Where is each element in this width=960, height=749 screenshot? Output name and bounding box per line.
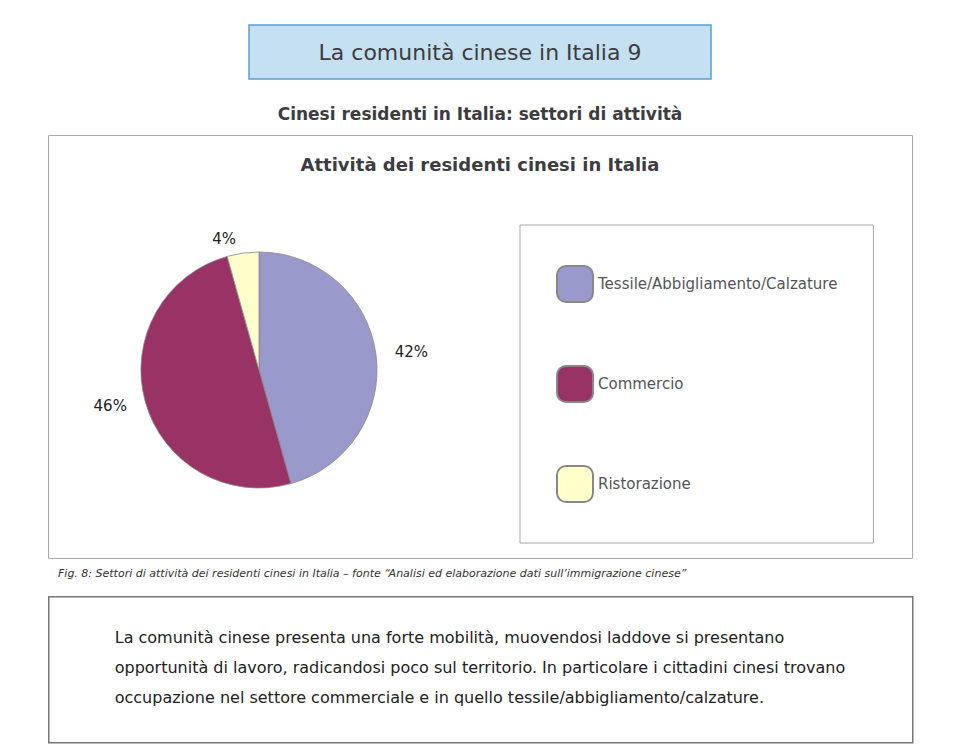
svg-text:La comunità cinese presenta un: La comunità cinese presenta una forte mo… bbox=[115, 628, 785, 647]
svg-text:Ristorazione: Ristorazione bbox=[598, 475, 691, 493]
svg-text:Tessile/Abbigliamento/Calzatur: Tessile/Abbigliamento/Calzature bbox=[597, 275, 837, 293]
svg-text:4%: 4% bbox=[212, 230, 236, 248]
svg-text:occupazione nel settore commer: occupazione nel settore commerciale e in… bbox=[115, 688, 764, 707]
svg-text:La comunità cinese in Italia 9: La comunità cinese in Italia 9 bbox=[319, 40, 642, 65]
svg-text:Fig. 8: Settori di attività de: Fig. 8: Settori di attività dei resident… bbox=[58, 567, 687, 580]
svg-text:Cinesi residenti in Italia: se: Cinesi residenti in Italia: settori di a… bbox=[278, 104, 683, 124]
svg-text:opportunità di lavoro, radican: opportunità di lavoro, radicandosi poco … bbox=[115, 658, 846, 677]
svg-text:42%: 42% bbox=[395, 343, 428, 361]
svg-text:Attività dei residenti cinesi: Attività dei residenti cinesi in Italia bbox=[301, 154, 660, 175]
svg-text:46%: 46% bbox=[94, 397, 127, 415]
svg-text:Commercio: Commercio bbox=[598, 375, 684, 393]
